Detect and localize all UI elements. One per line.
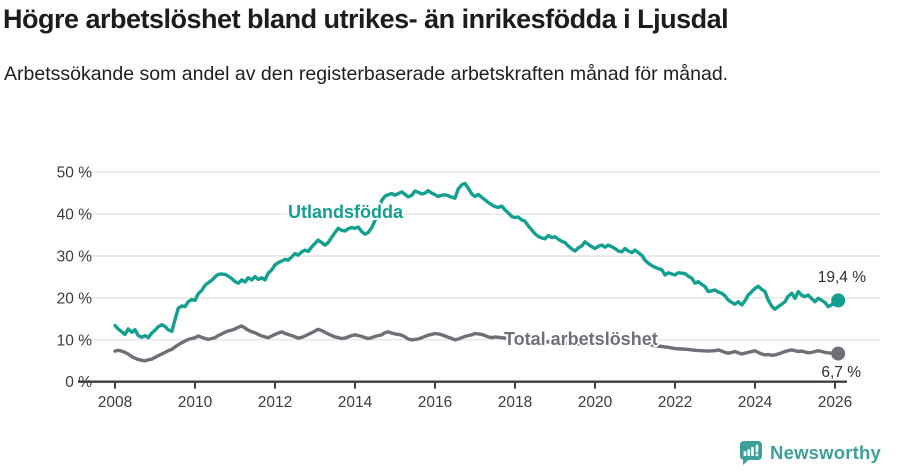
chart-title: Högre arbetslöshet bland utrikes- än inr… (3, 4, 729, 34)
end-value-total: 6,7 % (821, 364, 861, 381)
x-tick-label: 2020 (578, 394, 613, 411)
series-label-utlandsfodda: Utlandsfödda (288, 202, 403, 222)
y-tick-label: 40 % (57, 207, 93, 224)
series-label-total-arbetsloshet: Total arbetslöshet (504, 329, 658, 349)
x-tick-label: 2024 (738, 394, 773, 411)
newsworthy-logo: Newsworthy (739, 440, 881, 466)
chart-subtitle: Arbetssökande som andel av den registerb… (4, 63, 729, 85)
x-tick-label: 2012 (258, 394, 292, 411)
x-tick-label: 2008 (98, 394, 132, 411)
x-tick-label: 2018 (498, 394, 532, 411)
series-end-dot-utlandsfodda (831, 293, 846, 308)
x-tick-label: 2026 (818, 394, 852, 411)
newsworthy-bubble-chart-icon (740, 441, 763, 465)
y-tick-label: 20 % (57, 290, 93, 307)
x-tick-label: 2016 (418, 394, 452, 411)
end-value-utlandsfodda: 19,4 % (817, 269, 866, 286)
x-tick-label: 2022 (658, 394, 692, 411)
y-tick-label: 30 % (57, 249, 93, 266)
y-tick-label: 50 % (57, 165, 93, 182)
y-tick-label: 10 % (57, 332, 93, 349)
x-tick-label: 2014 (338, 394, 373, 411)
series-end-dot-total-arbetsloshet (831, 346, 846, 361)
series-line-utlandsfodda (113, 181, 840, 340)
newsworthy-brand-text: Newsworthy (770, 442, 881, 463)
x-tick-label: 2010 (178, 394, 213, 411)
series-line-total-arbetsloshet (113, 324, 840, 363)
